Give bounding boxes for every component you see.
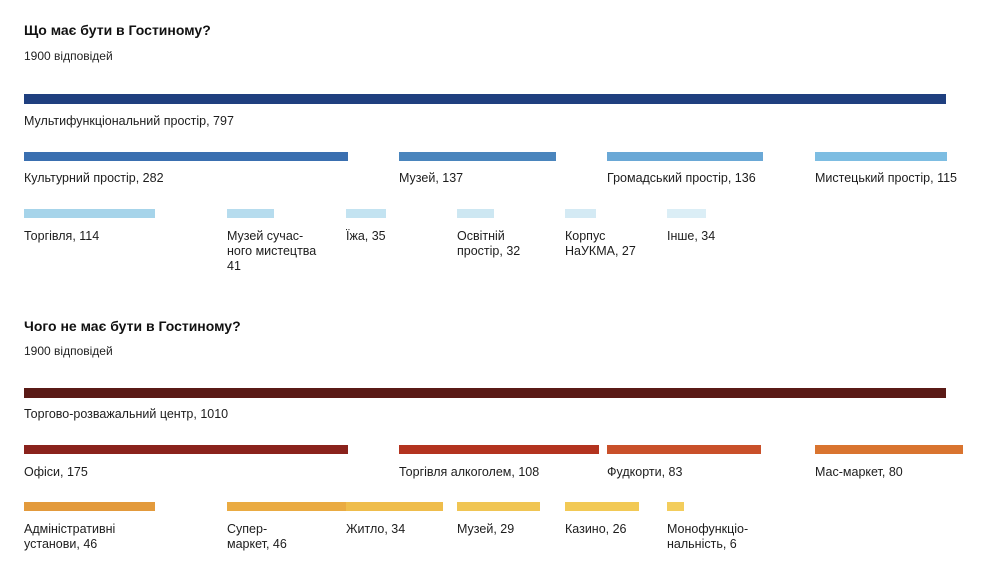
bar	[227, 502, 358, 511]
bar-label: Фудкорти, 83	[607, 465, 683, 479]
chart-subtitle: 1900 відповідей	[24, 49, 113, 63]
bar	[457, 502, 540, 511]
bar-label: Музей, 137	[399, 171, 464, 185]
bar-label: Корпус НаУКМА, 27	[565, 229, 636, 258]
bar	[667, 209, 706, 218]
bar-label: Монофункціо- нальність, 6	[667, 522, 749, 551]
bar	[24, 209, 155, 218]
bar	[399, 152, 556, 161]
bar	[565, 209, 596, 218]
bar-label: Інше, 34	[667, 229, 716, 243]
bar-label: Торгово-розважальний центр, 1010	[24, 407, 229, 421]
bar	[399, 445, 599, 454]
bar	[815, 445, 963, 454]
bar	[24, 388, 946, 398]
bar	[346, 209, 386, 218]
bar	[24, 152, 348, 161]
bar-label: Житло, 34	[346, 522, 406, 536]
bar	[667, 502, 684, 511]
bar	[815, 152, 947, 161]
chart-title: Чого не має бути в Гостиному?	[24, 318, 241, 334]
bar-label: Офіси, 175	[24, 465, 88, 479]
bar-label: Адміністративні установи, 46	[24, 522, 116, 551]
bar-label: Мистецький простір, 115	[815, 171, 958, 185]
bar-label: Культурний простір, 282	[24, 171, 164, 185]
chart-subtitle: 1900 відповідей	[24, 344, 113, 358]
bar	[24, 94, 946, 104]
bar-label: Мультифункціональний простір, 797	[24, 114, 234, 128]
bar-label: Супер- маркет, 46	[227, 522, 287, 551]
bar-label: Освітній простір, 32	[457, 229, 521, 258]
bar	[227, 209, 274, 218]
bar-label: Торгівля, 114	[24, 229, 100, 243]
bar-label: Казино, 26	[565, 522, 627, 536]
bar-label: Їжа, 35	[346, 229, 386, 243]
bar	[346, 502, 443, 511]
bar-label: Мас-маркет, 80	[815, 465, 903, 479]
bar	[457, 209, 494, 218]
bar-label: Музей сучас- ного мистецтва 41	[227, 229, 317, 273]
bar-label: Торгівля алкоголем, 108	[399, 465, 540, 479]
bar	[607, 445, 761, 454]
bar	[24, 445, 348, 454]
chart-title: Що має бути в Гостиному?	[24, 22, 211, 38]
bar	[565, 502, 639, 511]
bar-label: Громадський простір, 136	[607, 171, 756, 185]
bar-label: Музей, 29	[457, 522, 515, 536]
bar	[607, 152, 763, 161]
bar	[24, 502, 155, 511]
